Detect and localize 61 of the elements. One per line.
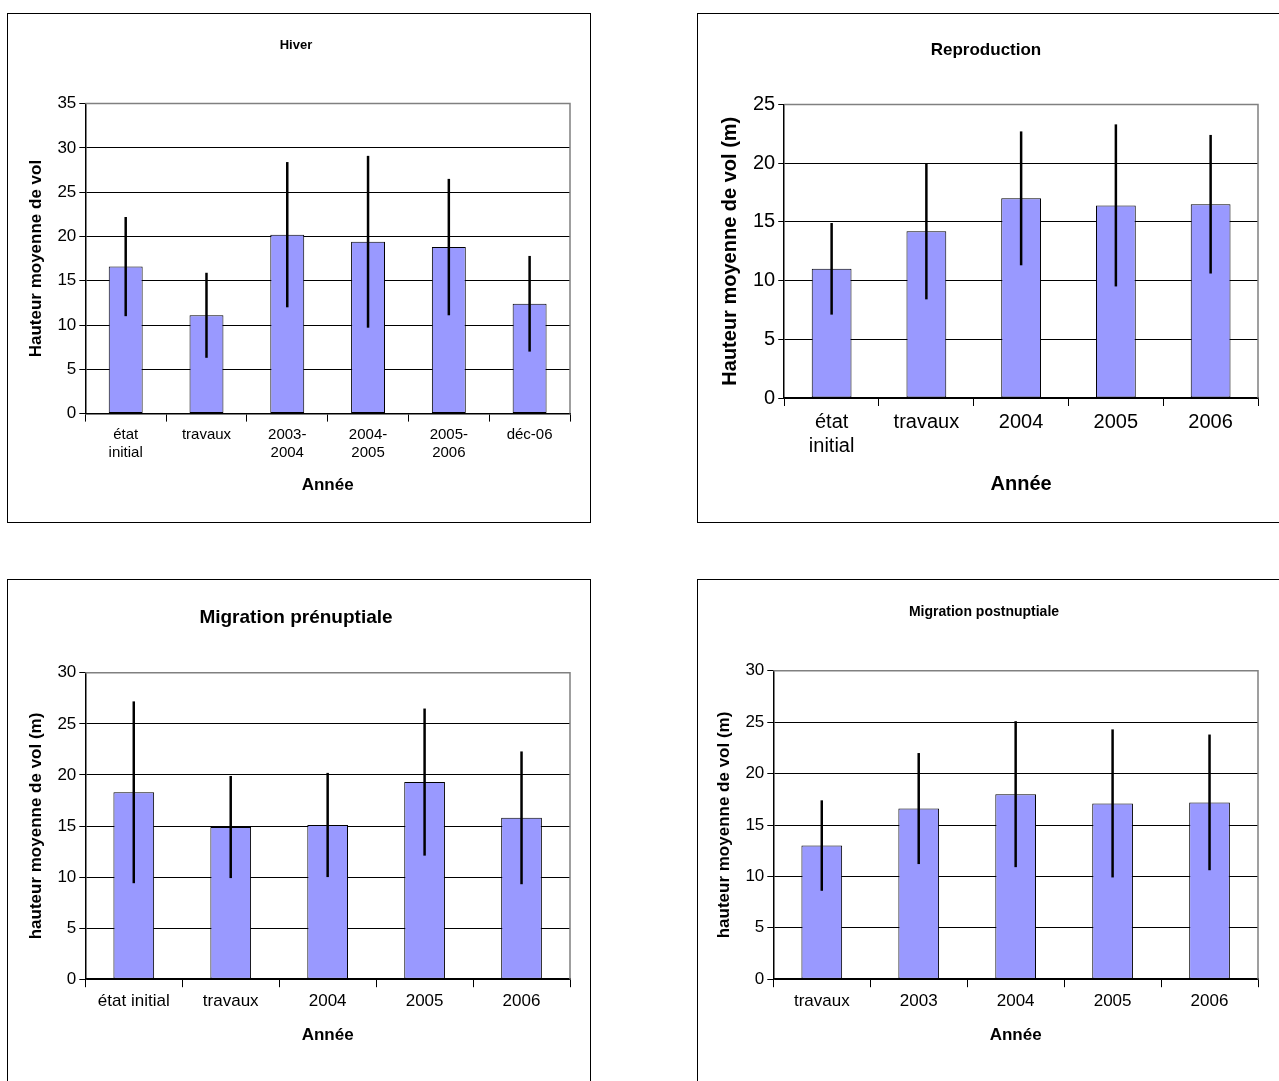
- x-axis-title: Année: [990, 471, 1052, 494]
- x-tick-label: état initial: [97, 991, 170, 1011]
- x-axis-title: Année: [301, 1025, 354, 1045]
- x-tick-label: 2004: [998, 409, 1044, 432]
- y-tick-label: 5: [66, 359, 77, 378]
- x-tick-label: 2006: [1190, 991, 1229, 1011]
- x-tick-label: 2006: [1188, 409, 1233, 432]
- y-tick-label: 5: [764, 326, 776, 349]
- x-tick-label: 2004: [308, 991, 347, 1011]
- x-tick-label: 2003-2004: [268, 424, 307, 460]
- y-tick-label: 15: [753, 209, 776, 232]
- y-tick-label: 25: [745, 711, 765, 731]
- x-tick-label: 2004-2005: [348, 424, 388, 460]
- y-tick-label: 10: [57, 866, 77, 886]
- chart-title: Migration postnuptiale: [908, 603, 1060, 620]
- x-tick-label: état initial: [808, 409, 855, 456]
- y-tick-label: 25: [57, 181, 77, 201]
- y-tick-label: 30: [745, 660, 765, 680]
- x-tick-label: 2005: [1093, 991, 1132, 1011]
- y-tick-label: 5: [66, 917, 77, 937]
- y-axis-title: Hauteur moyenne de vol: [25, 159, 45, 358]
- y-tick-label: 10: [57, 314, 77, 334]
- x-tick-label: 2005: [405, 991, 444, 1011]
- chart-title: Reproduction: [930, 39, 1042, 59]
- x-tick-label: travaux: [181, 424, 232, 442]
- y-axis-title: hauteur moyenne de vol (m): [25, 712, 45, 940]
- y-tick-label: 35: [57, 93, 77, 113]
- y-tick-label: 30: [57, 662, 77, 682]
- x-tick-label: travaux: [893, 409, 960, 432]
- x-tick-label: travaux: [793, 991, 851, 1011]
- x-tick-label: 2006: [502, 991, 541, 1011]
- y-tick-label: 10: [745, 866, 765, 886]
- y-tick-label: 15: [57, 270, 77, 290]
- y-axis-title: hauteur moyenne de vol (m): [713, 711, 733, 939]
- y-tick-label: 0: [764, 385, 776, 408]
- chart-title: Hiver: [279, 37, 313, 53]
- x-axis-title: Année: [989, 1025, 1042, 1045]
- x-tick-label: déc-06: [506, 424, 553, 442]
- y-axis-title: Hauteur moyenne de vol (m): [717, 116, 740, 386]
- y-tick-label: 0: [66, 968, 77, 988]
- y-tick-label: 0: [754, 968, 765, 988]
- y-tick-label: 25: [753, 91, 776, 114]
- chart-title: Migration prénuptiale: [199, 605, 393, 627]
- x-axis-title: Année: [301, 475, 354, 495]
- y-tick-label: 20: [57, 764, 77, 784]
- y-tick-label: 5: [754, 917, 765, 937]
- y-tick-label: 20: [57, 226, 77, 246]
- x-tick-label: 2004: [996, 991, 1035, 1011]
- y-tick-label: 30: [57, 137, 77, 157]
- x-tick-label: 2005: [1093, 409, 1139, 432]
- x-tick-label: 2003: [899, 991, 938, 1011]
- y-tick-label: 10: [753, 268, 776, 291]
- x-tick-label: travaux: [202, 991, 260, 1011]
- y-tick-label: 20: [745, 763, 765, 783]
- y-tick-label: 0: [66, 403, 77, 423]
- y-tick-label: 25: [57, 713, 77, 733]
- y-tick-label: 20: [753, 150, 776, 173]
- y-tick-label: 15: [57, 815, 77, 835]
- x-tick-label: état initial: [108, 424, 143, 460]
- y-tick-label: 15: [745, 814, 765, 834]
- x-tick-label: 2005-2006: [429, 424, 469, 460]
